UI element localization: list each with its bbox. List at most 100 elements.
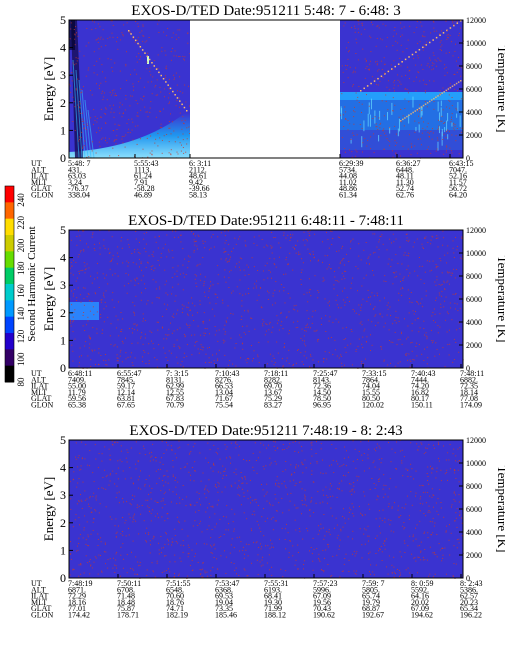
ephemeris-cell: 56.72 — [449, 184, 467, 193]
ephemeris-cell: 18.48 — [117, 598, 135, 607]
temperature-tick: 8000 — [466, 62, 482, 71]
colorbar-swatch — [5, 365, 14, 383]
ephemeris-cell: 7845. — [117, 375, 135, 384]
ephemeris-cell: 192.67 — [362, 611, 384, 620]
ephemeris-cell: 78.50 — [313, 394, 331, 403]
temperature-tick: 2000 — [466, 551, 482, 560]
energy-tick: 3 — [60, 68, 66, 82]
energy-axis-label: Energy [eV] — [41, 267, 56, 331]
temperature-tick: 6000 — [466, 85, 482, 94]
ephemeris-cell: 72.29 — [68, 592, 86, 601]
temperature-axis-label: Temperature [K] — [495, 46, 505, 133]
ephemeris-cell: 61.24 — [134, 172, 152, 181]
ephemeris-cell: 7444. — [411, 375, 429, 384]
temperature-tick: 10000 — [466, 459, 486, 468]
ephemeris-cell: 73.35 — [215, 604, 233, 613]
ephemeris-row-label: GLAT — [31, 604, 52, 613]
ephemeris-cell: 77.01 — [68, 604, 86, 613]
ephemeris-cell: 18.76 — [166, 598, 184, 607]
panel-1: EXOS-D/TED Date:951211 5:48: 7 - 6:48: 3… — [31, 3, 505, 200]
temperature-axis: 12000 10000 8000 6000 4000 2000 0 Temperature [… — [459, 16, 505, 163]
colorbar-tick: 120 — [16, 329, 26, 343]
ephemeris-cell: 96.95 — [313, 401, 331, 410]
ephemeris-cell: 65.34 — [460, 604, 478, 613]
ephemeris-cell: 62.57 — [460, 592, 478, 601]
ephemeris-cell: 190.62 — [313, 611, 335, 620]
ephemeris-cell: 75.29 — [264, 394, 282, 403]
energy-tick: 0 — [60, 571, 66, 585]
ephemeris-cell: 67.09 — [313, 592, 331, 601]
ephemeris-cell: 8131. — [166, 375, 184, 384]
colorbar-swatch — [5, 267, 14, 285]
energy-tick: 3 — [60, 488, 66, 502]
ephemeris-cell: 7:50:11 — [117, 579, 141, 588]
ephemeris-cell: 338.04 — [68, 191, 90, 200]
ephemeris-cell: 196.22 — [460, 611, 482, 620]
ephemeris-cell: 58.13 — [189, 191, 207, 200]
energy-tick: 1 — [60, 543, 66, 557]
ephemeris-cell: 46.89 — [134, 191, 152, 200]
ephemeris-cell: 7:59: 7 — [362, 579, 384, 588]
ephemeris-cell: 64.20 — [449, 191, 467, 200]
ephemeris-cell: 185.46 — [215, 611, 237, 620]
temperature-tick: 4000 — [466, 318, 482, 327]
ephemeris-cell: 16.82 — [411, 388, 429, 397]
energy-axis: 5 4 3 2 1 0 Energy [eV] — [41, 223, 73, 375]
ephemeris-cell: 61.34 — [339, 191, 357, 200]
colorbar-tick: 180 — [16, 261, 26, 275]
ephemeris-cell: 19.56 — [313, 598, 331, 607]
energy-tick: 4 — [60, 251, 66, 265]
energy-tick: 4 — [60, 461, 66, 475]
ephemeris-cell: 62.76 — [396, 191, 414, 200]
ephemeris-cell: 14.50 — [313, 388, 331, 397]
ephemeris-cell: 7:33:15 — [362, 369, 386, 378]
colorbar: 240 220 200 180 160 140 120 100 80 Second Harmoni… — [4, 185, 38, 387]
noise-speckles — [69, 440, 464, 579]
ephemeris-cell: 55.00 — [68, 382, 86, 391]
ephemeris-cell: 63.03 — [68, 172, 86, 181]
ephemeris-cell: 74.20 — [411, 382, 429, 391]
temperature-tick: 12000 — [466, 226, 486, 235]
spectrogram-field — [69, 230, 463, 368]
colorbar-swatch — [5, 218, 14, 236]
ephemeris-cell: 65.74 — [362, 592, 380, 601]
ephemeris-row-label: UT — [31, 369, 42, 378]
colorbar-swatch — [5, 333, 14, 350]
ephemeris-cell: 7:18:11 — [264, 369, 288, 378]
temperature-tick: 6000 — [466, 505, 482, 514]
ephemeris-cell: 8: 2:43 — [460, 579, 482, 588]
ephemeris-cell: 5:48: 7 — [68, 159, 90, 168]
colorbar-swatch — [5, 186, 14, 203]
ephemeris-cell: 7:53:47 — [215, 579, 239, 588]
ephemeris-cell: 19.04 — [215, 598, 233, 607]
temperature-tick: 4000 — [466, 528, 482, 537]
ephemeris-cell: 6:36:27 — [396, 159, 420, 168]
colorbar-tick: 240 — [16, 193, 26, 207]
ephemeris-cell: 188.12 — [264, 611, 286, 620]
ephemeris-cell: 8: 0:59 — [411, 579, 433, 588]
ephemeris-cell: 7:25:47 — [313, 369, 337, 378]
ephemeris-cell: 19.30 — [264, 598, 282, 607]
ephemeris-cell: 5386. — [460, 585, 478, 594]
energy-tick: 0 — [60, 361, 66, 375]
noise-speckles — [69, 230, 464, 369]
colorbar-tick: 80 — [16, 377, 26, 387]
ephemeris-cell: 174.42 — [68, 611, 90, 620]
panel-2: EXOS-D/TED Date:951211 6:48:11 - 7:48:11… — [31, 213, 505, 410]
colorbar-label: Second Harmonic Current — [26, 226, 38, 341]
ephemeris-cell: 7:10:43 — [215, 369, 239, 378]
ephemeris-cell: 5805. — [362, 585, 380, 594]
temperature-tick: 10000 — [466, 39, 486, 48]
ephemeris-cell: 80.17 — [411, 394, 429, 403]
ephemeris-cell: 178.71 — [117, 611, 139, 620]
ephemeris-cell: 77.08 — [460, 394, 478, 403]
ephemeris-row-label: ILAT — [31, 382, 48, 391]
temperature-tick: 8000 — [466, 272, 482, 281]
ephemeris-cell: 48.86 — [339, 184, 357, 193]
ephemeris-table: UTALTILATMLTGLATGLON7:48:196871.72.2918.… — [31, 579, 482, 620]
ephemeris-cell: 6882. — [460, 375, 478, 384]
ephemeris-cell: 174.09 — [460, 401, 482, 410]
ephemeris-cell: 7:55:31 — [264, 579, 288, 588]
ephemeris-cell: 6:48:11 — [68, 369, 92, 378]
temperature-tick: 8000 — [466, 482, 482, 491]
